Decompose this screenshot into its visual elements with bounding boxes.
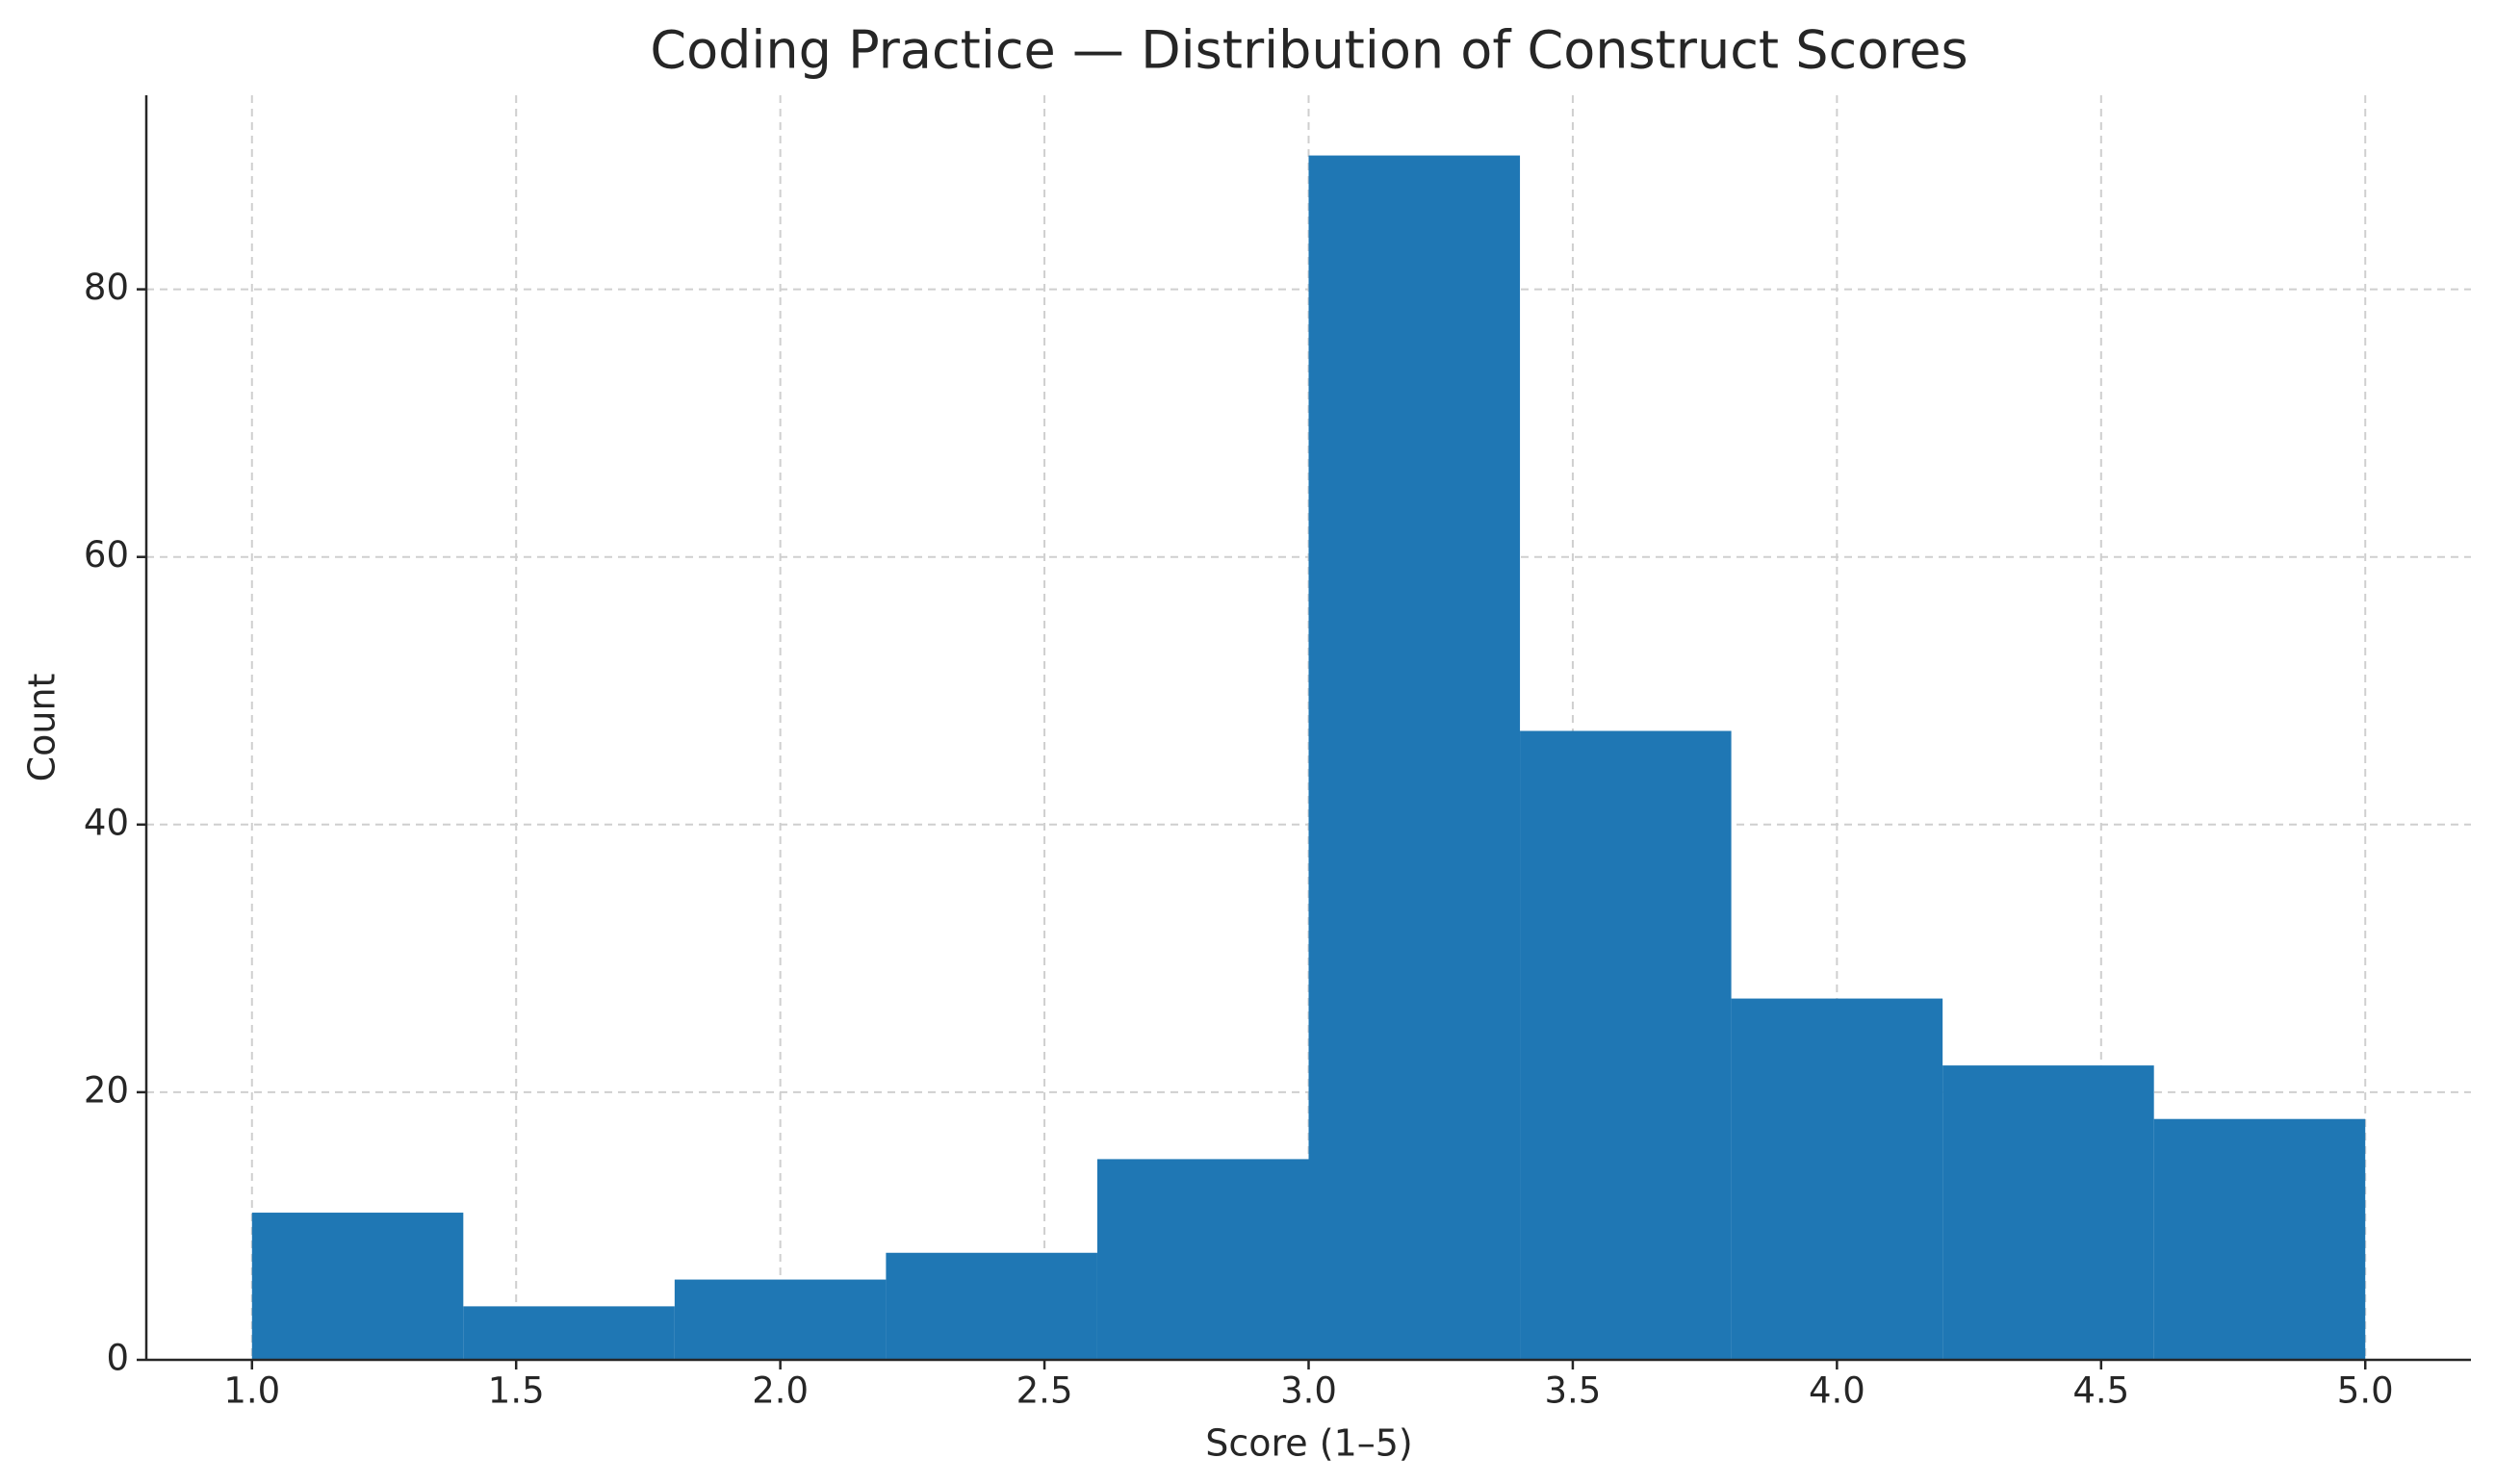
y-tick-label: 60 — [84, 534, 129, 576]
bar — [1520, 730, 1732, 1360]
x-axis-label: Score (1–5) — [1205, 1422, 1413, 1465]
chart-title: Coding Practice — Distribution of Constr… — [650, 20, 1968, 81]
bar — [1308, 155, 1521, 1361]
x-tick-label: 5.0 — [2337, 1370, 2394, 1412]
y-tick-label: 0 — [106, 1338, 129, 1379]
bar — [2153, 1118, 2366, 1360]
bar — [1096, 1159, 1309, 1360]
x-tick-label: 2.0 — [752, 1370, 809, 1412]
bar — [886, 1252, 1097, 1360]
bar — [674, 1279, 887, 1360]
x-tick-label: 3.0 — [1280, 1370, 1337, 1412]
x-tick-label: 1.5 — [488, 1370, 545, 1412]
y-tick-label: 40 — [84, 802, 129, 843]
x-tick-label: 4.5 — [2072, 1370, 2129, 1412]
bar — [463, 1306, 675, 1360]
bar — [251, 1213, 464, 1360]
y-axis-label: Count — [21, 674, 64, 782]
bar — [1731, 998, 1943, 1360]
x-tick-label: 1.0 — [223, 1370, 280, 1412]
x-tick-label: 4.0 — [1809, 1370, 1865, 1412]
y-tick-label: 80 — [84, 267, 129, 308]
y-tick-label: 20 — [84, 1069, 129, 1111]
x-tick-label: 2.5 — [1016, 1370, 1073, 1412]
bar — [1942, 1065, 2154, 1360]
x-tick-label: 3.5 — [1545, 1370, 1602, 1412]
